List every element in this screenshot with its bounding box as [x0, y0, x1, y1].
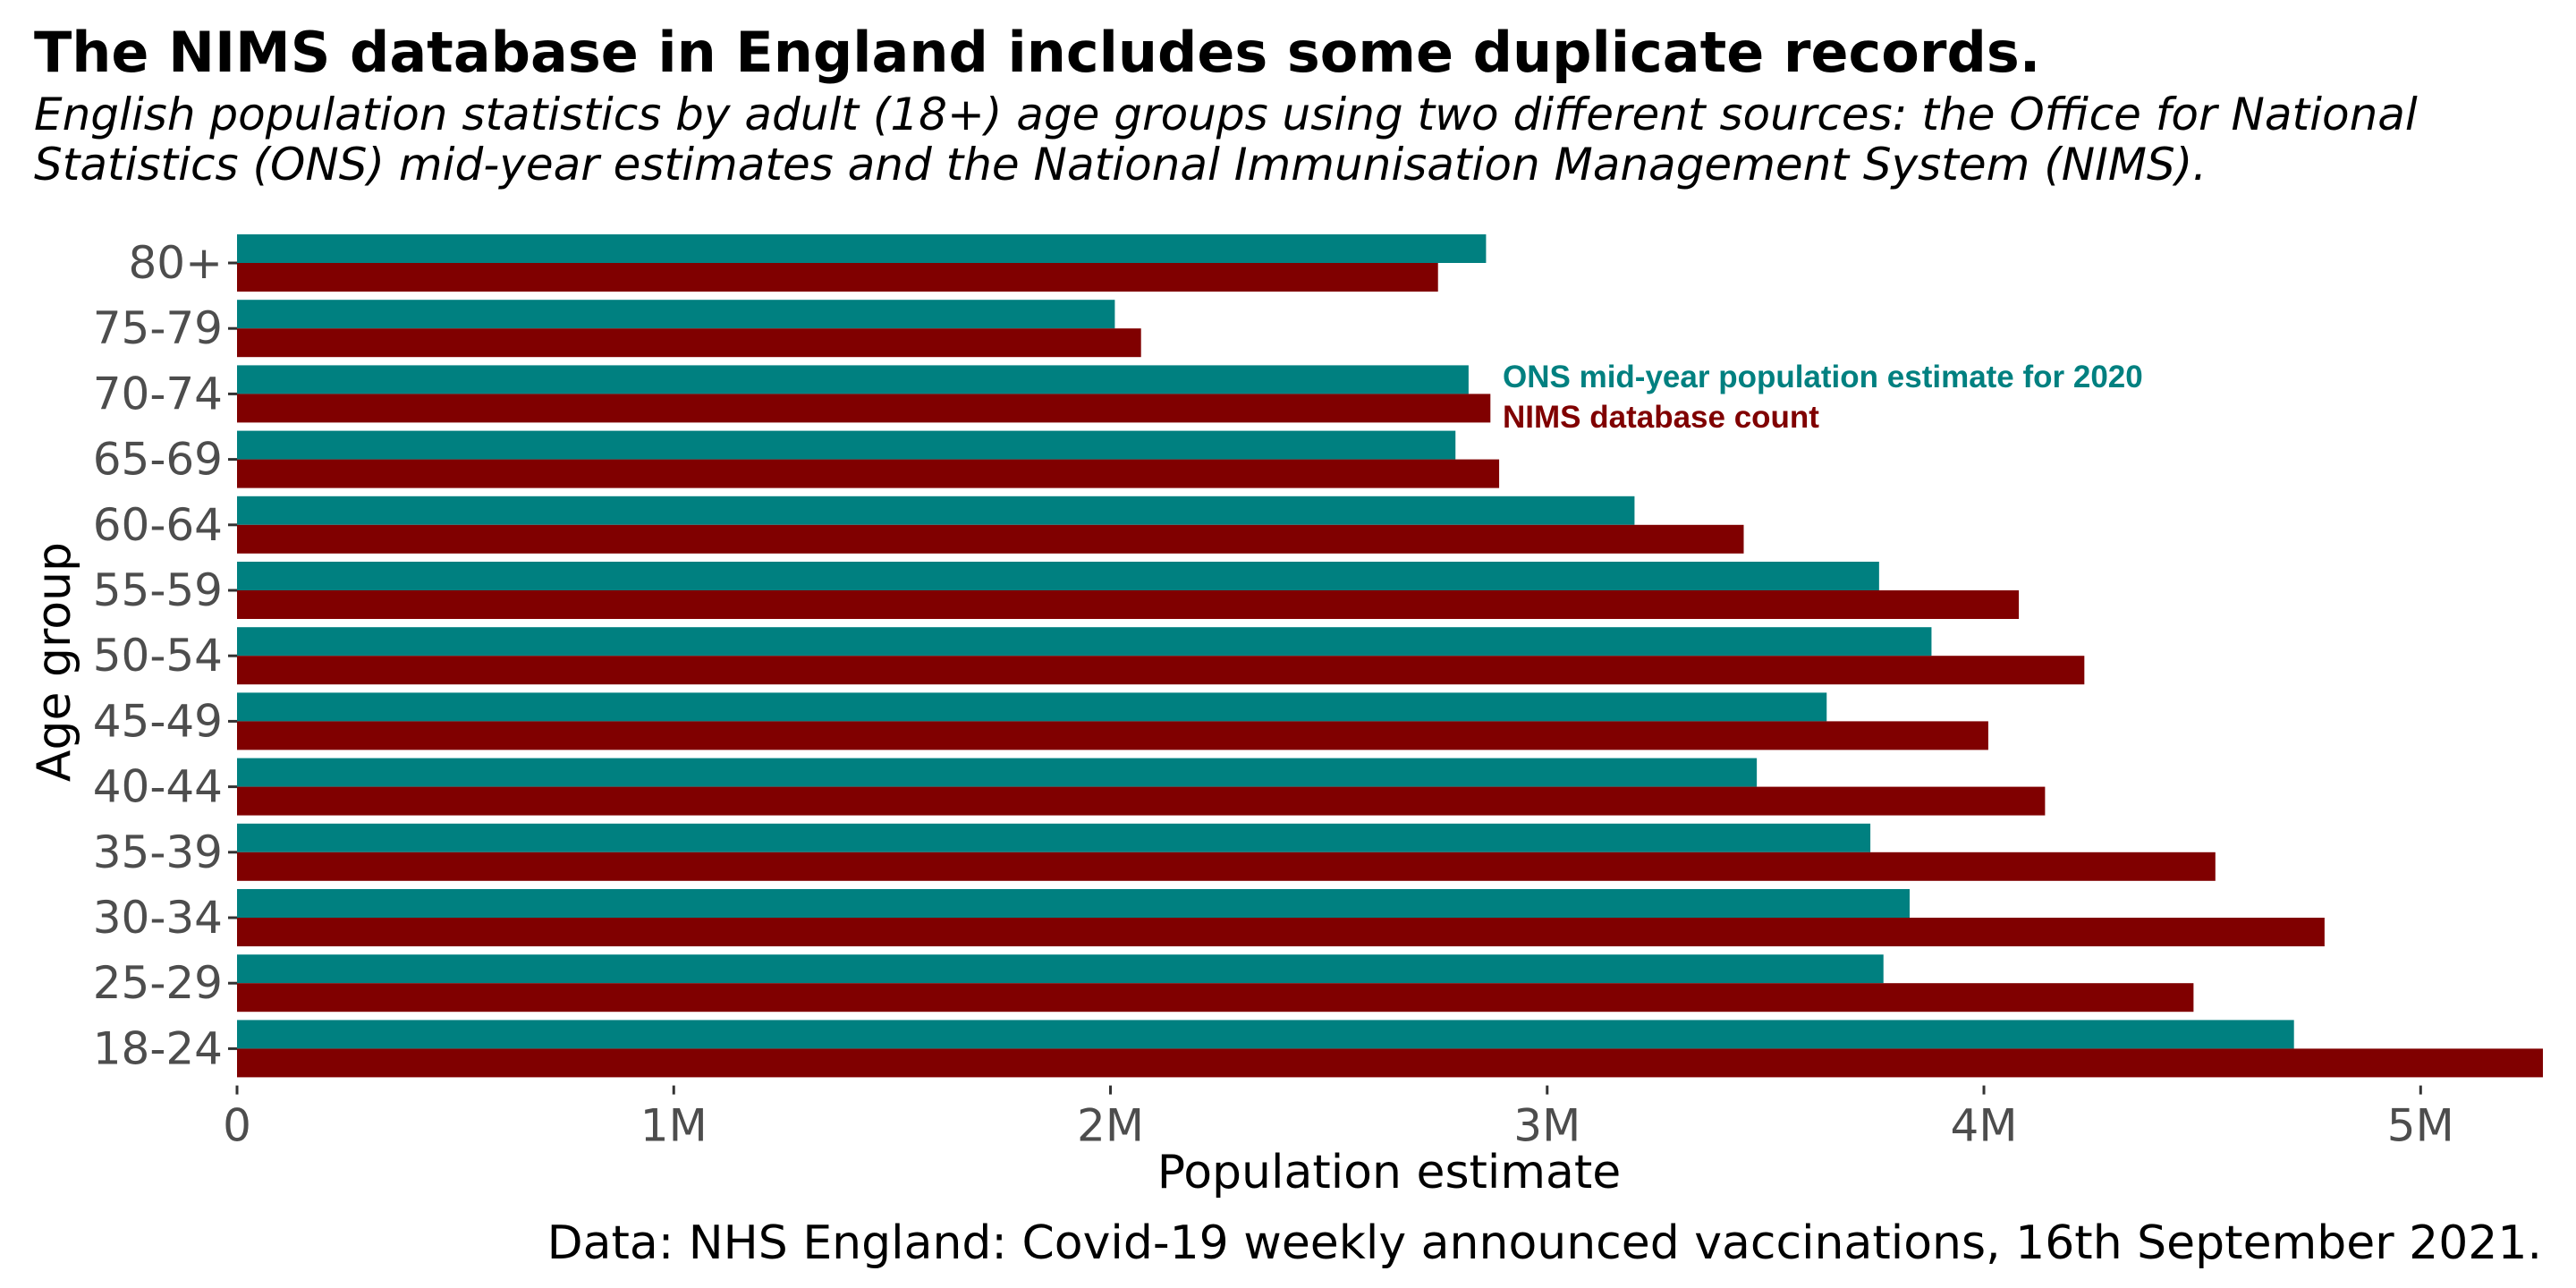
- ons-bar-70-74: [237, 365, 1469, 394]
- nims-bar-65-69: [237, 459, 1500, 488]
- x-axis-title: Population estimate: [1157, 1146, 1622, 1199]
- ons-bar-80plus: [237, 234, 1487, 263]
- legend-nims-label: NIMS database count: [1503, 400, 1819, 435]
- bars-group: [237, 234, 2543, 1078]
- y-tick-label: 25-29: [93, 957, 223, 1009]
- y-axis: 80+ 75-79 70-74 65-69 60-64 55-59 50-54 45-49 40…: [93, 237, 237, 1074]
- ons-bar-60-64: [237, 496, 1635, 525]
- ons-bar-40-44: [237, 758, 1758, 787]
- nims-bar-75-79: [237, 328, 1141, 358]
- y-tick-label: 60-64: [93, 499, 223, 551]
- y-tick-label: 55-59: [93, 564, 223, 616]
- y-tick-label: 75-79: [93, 302, 223, 354]
- data-source-caption: Data: NHS England: Covid-19 weekly annou…: [547, 1216, 2542, 1270]
- y-tick-label: 18-24: [93, 1022, 223, 1074]
- y-axis-title: Age group: [28, 542, 81, 782]
- ons-bar-50-54: [237, 627, 1932, 657]
- y-tick-label: 50-54: [93, 630, 223, 682]
- y-tick-label: 80+: [128, 237, 223, 289]
- ons-bar-30-34: [237, 889, 1911, 918]
- ons-bar-35-39: [237, 823, 1871, 852]
- nims-bar-40-44: [237, 786, 2046, 816]
- chart-title: The NIMS database in England includes so…: [34, 20, 2041, 85]
- nims-bar-45-49: [237, 721, 1988, 750]
- nims-bar-18-24: [237, 1048, 2543, 1078]
- y-tick-label: 30-34: [93, 892, 223, 944]
- nims-bar-35-39: [237, 852, 2216, 881]
- nims-bar-25-29: [237, 983, 2194, 1013]
- nims-bar-30-34: [237, 918, 2325, 946]
- chart-subtitle: English population statistics by adult (…: [34, 89, 2418, 191]
- nims-bar-80plus: [237, 263, 1438, 292]
- y-tick-label: 40-44: [93, 761, 223, 813]
- x-tick-label: 5M: [2387, 1100, 2454, 1152]
- ons-bar-25-29: [237, 954, 1884, 984]
- ons-bar-45-49: [237, 692, 1827, 722]
- ons-bar-65-69: [237, 430, 1456, 460]
- x-tick-label: 3M: [1513, 1100, 1580, 1152]
- nims-bar-55-59: [237, 590, 2020, 619]
- x-tick-label: 1M: [640, 1100, 708, 1152]
- y-tick-label: 35-39: [93, 826, 223, 878]
- legend-ons-label: ONS mid-year population estimate for 202…: [1503, 360, 2143, 394]
- x-tick-label: 2M: [1077, 1100, 1144, 1152]
- y-tick-label: 65-69: [93, 434, 223, 486]
- x-tick-label: 0: [223, 1100, 251, 1152]
- nims-bar-60-64: [237, 524, 1744, 554]
- ons-bar-75-79: [237, 300, 1115, 329]
- x-axis: 0 1M 2M 3M 4M 5M: [223, 1085, 2454, 1152]
- y-tick-label: 45-49: [93, 695, 223, 747]
- x-tick-label: 4M: [1951, 1100, 2018, 1152]
- y-tick-label: 70-74: [93, 368, 223, 419]
- nims-bar-50-54: [237, 656, 2085, 685]
- ons-bar-18-24: [237, 1020, 2294, 1049]
- ons-bar-55-59: [237, 562, 1879, 590]
- nims-bar-70-74: [237, 394, 1491, 423]
